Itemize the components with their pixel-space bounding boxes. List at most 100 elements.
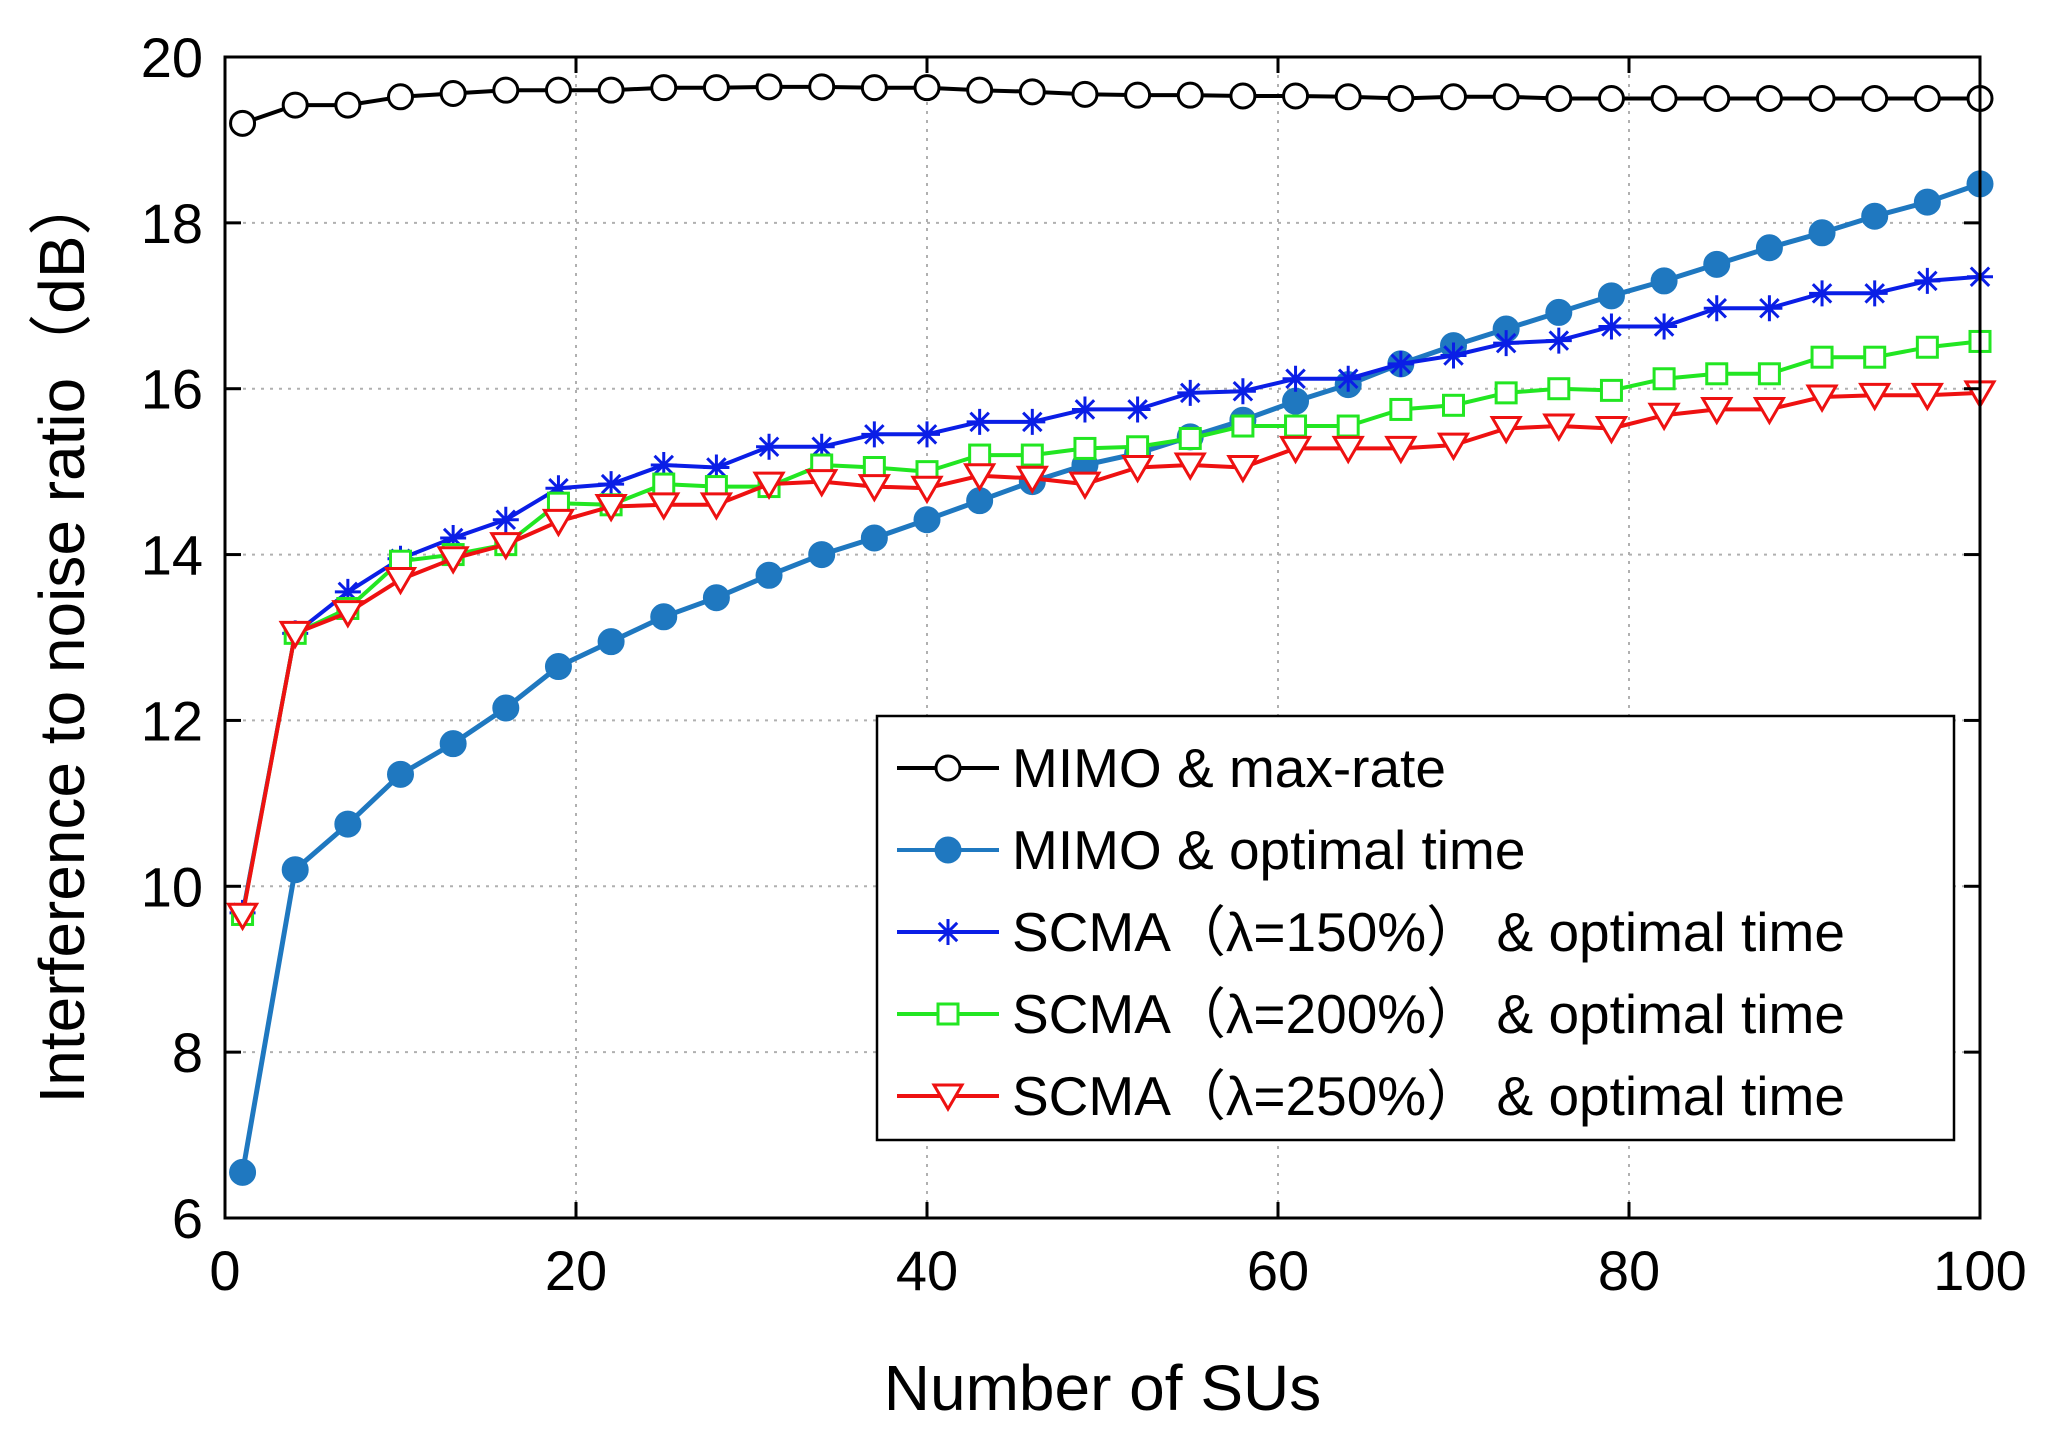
legend-label: MIMO & optimal time: [1012, 819, 1525, 881]
series-point: [1755, 234, 1783, 262]
legend: MIMO & max-rate MIMO & optimal time SCMA（λ…: [875, 714, 1956, 1142]
series-2: [229, 170, 1994, 1186]
series-point: [1068, 471, 1102, 501]
series-point: [281, 91, 309, 119]
series-5: [225, 380, 1997, 932]
legend-marker: [931, 1083, 965, 1112]
y-tick-label: 20: [141, 26, 203, 89]
series-point: [963, 463, 997, 492]
series-point: [1545, 84, 1573, 112]
y-tick-label: 14: [141, 524, 203, 587]
plot-frame: [223, 55, 1982, 1220]
series-point: [1598, 313, 1625, 340]
legend-marker: [935, 919, 961, 945]
series-point: [594, 493, 628, 523]
series-point: [1545, 298, 1573, 326]
series-point: [1282, 387, 1310, 415]
series-point: [1594, 416, 1629, 445]
plot-series: [225, 73, 1997, 1186]
series-point: [1124, 396, 1151, 423]
series-point: [1229, 82, 1257, 110]
y-tick-label: 12: [141, 689, 203, 752]
series-point: [1489, 416, 1523, 445]
legend-label: MIMO & max-rate: [1012, 737, 1446, 799]
series-point: [1752, 396, 1787, 426]
series-point: [436, 546, 470, 575]
series-point: [1756, 295, 1783, 322]
series-point: [492, 506, 519, 533]
series-line: [241, 84, 1980, 126]
series-point: [331, 600, 365, 629]
series-point: [1809, 280, 1836, 307]
series-point: [861, 421, 888, 448]
series-point: [229, 109, 257, 137]
series-point: [1597, 282, 1625, 310]
series-point: [1858, 382, 1892, 412]
x-tick-label: 100: [1933, 1239, 2026, 1302]
series-point: [1335, 365, 1362, 392]
series-point: [914, 421, 940, 448]
series-point: [1492, 83, 1520, 111]
series-point: [650, 74, 678, 102]
legend-item: SCMA（λ=250%） & optimal time: [897, 1065, 1845, 1127]
series-point: [492, 76, 520, 104]
y-tick-label: 8: [172, 1021, 203, 1084]
series-point: [1229, 378, 1256, 405]
series-point: [860, 524, 888, 552]
series-point: [334, 810, 362, 838]
series-point: [1282, 82, 1310, 110]
series-point: [1440, 83, 1467, 111]
series-point: [756, 433, 783, 460]
series-point: [699, 492, 734, 521]
y-tick-label: 16: [141, 358, 203, 421]
series-point: [1493, 330, 1520, 357]
series-point: [1650, 84, 1678, 112]
y-axis-label: Interference to noise ratio（dB）: [26, 171, 98, 1103]
series-point: [1020, 443, 1044, 467]
series-point: [1705, 362, 1729, 386]
series-point: [1436, 432, 1471, 462]
series-line: [240, 274, 1981, 914]
series-point: [387, 760, 414, 788]
series-point: [1178, 426, 1202, 450]
series-point: [805, 469, 839, 498]
series-point: [489, 532, 523, 561]
series-point: [968, 443, 992, 467]
series-point: [1914, 267, 1941, 294]
series-line: [240, 339, 1981, 915]
legend-marker: [936, 1002, 960, 1026]
series-point: [1808, 219, 1836, 247]
series-point: [492, 694, 520, 722]
series-point: [1599, 378, 1623, 402]
series-point: [966, 76, 994, 104]
series-point: [1861, 280, 1888, 307]
legend-item: MIMO & optimal time: [897, 819, 1525, 881]
series-point: [1124, 81, 1152, 109]
series-point: [1913, 188, 1941, 216]
series-point: [1231, 414, 1255, 438]
y-tick-label: 18: [141, 192, 203, 255]
series-point: [1863, 345, 1887, 369]
series-point: [1282, 365, 1309, 392]
series-point: [1650, 267, 1678, 295]
y-tick-label: 6: [172, 1187, 203, 1250]
series-point: [1440, 342, 1467, 369]
series-point: [1757, 362, 1781, 386]
series-point: [1387, 350, 1414, 377]
series-point: [541, 508, 576, 538]
series-point: [1597, 84, 1625, 112]
series-point: [1542, 413, 1576, 443]
series-point: [334, 578, 361, 605]
series-point: [1805, 384, 1839, 413]
series-point: [1808, 84, 1836, 112]
series-point: [598, 471, 625, 498]
series-point: [1226, 454, 1260, 484]
series-point: [225, 902, 260, 932]
series-point: [1861, 202, 1889, 230]
series-point: [439, 730, 467, 758]
series-point: [1120, 454, 1155, 484]
series-point: [1018, 78, 1046, 106]
series-point: [1442, 393, 1465, 417]
series-point: [1071, 80, 1099, 108]
legend-item: SCMA（λ=150%） & optimal time: [897, 901, 1845, 963]
